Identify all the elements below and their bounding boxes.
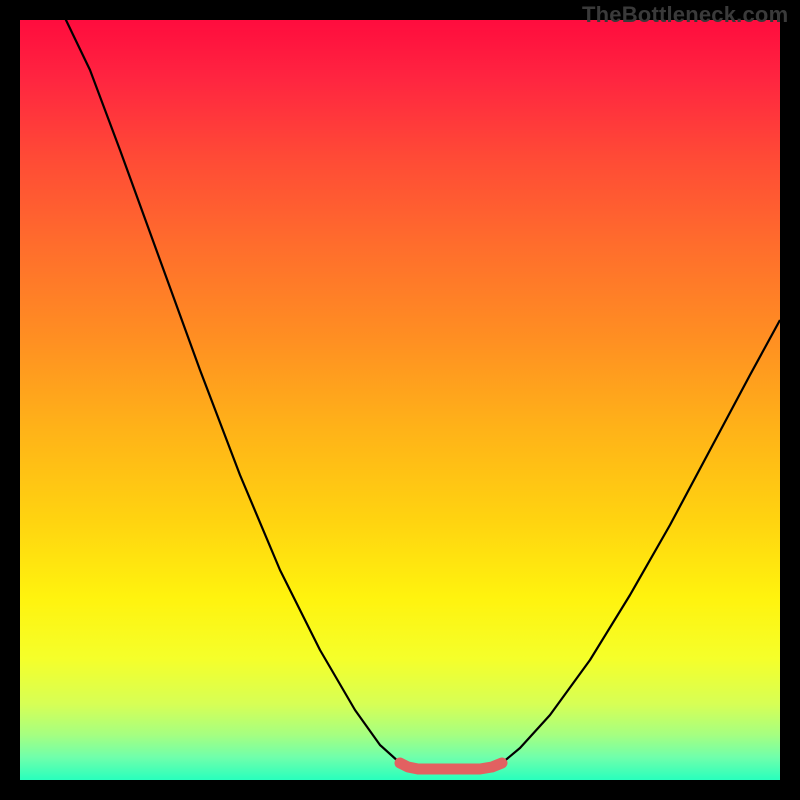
gradient-plot-area [20,20,780,780]
bottleneck-curve [65,18,780,769]
outer-background [0,0,800,800]
chart-svg [0,0,800,800]
chart-stage: TheBottleneck.com [0,0,800,800]
optimal-range-band [400,763,502,769]
watermark-text: TheBottleneck.com [582,2,788,28]
